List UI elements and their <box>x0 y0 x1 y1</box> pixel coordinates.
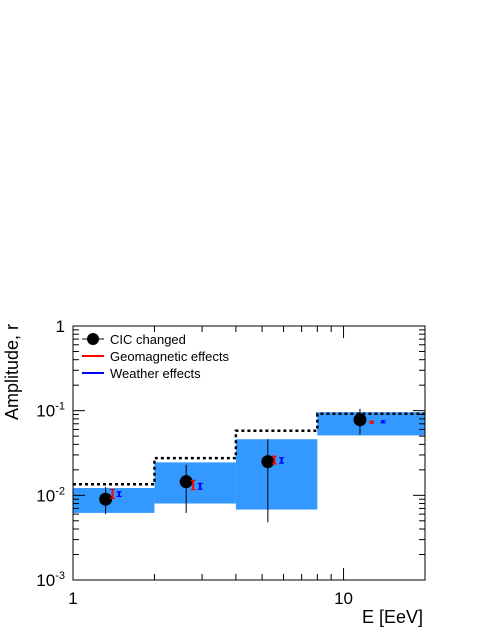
ticks-layer: 1 10 1 10-1 10-2 10-3 <box>36 317 426 608</box>
upper-limit-layer <box>73 412 425 486</box>
x-axis-label: E [EeV] <box>362 607 423 627</box>
legend-label-2: Weather effects <box>110 366 201 381</box>
data-point-s0-p3 <box>353 413 367 427</box>
y-tick-label-1: 10-1 <box>36 401 65 421</box>
y-tick-label-2: 10-2 <box>36 485 65 505</box>
data-point-s0-p0 <box>99 492 113 506</box>
y-axis-label: Amplitude, r <box>2 324 22 420</box>
legend-marker-0 <box>87 333 99 345</box>
plot-frame <box>72 325 426 581</box>
y-tick-label-3: 10-3 <box>36 570 65 590</box>
band-bin-0 <box>73 488 155 513</box>
data-point-s0-p1 <box>179 475 193 489</box>
y-tick-label-0: 1 <box>56 317 65 336</box>
x-tick-label-1: 10 <box>334 589 353 608</box>
upper-limit-line <box>73 412 425 486</box>
series-layer <box>99 408 386 523</box>
data-point-s0-p2 <box>261 455 275 469</box>
x-tick-label-0: 1 <box>68 589 77 608</box>
legend: CIC changed Geomagnetic effects Weather ef… <box>82 332 229 381</box>
band-bin-1 <box>154 462 236 504</box>
plot-frame-rect <box>72 325 426 581</box>
legend-label-1: Geomagnetic effects <box>110 349 229 364</box>
bands-layer <box>73 412 425 513</box>
legend-label-0: CIC changed <box>110 332 186 347</box>
band-bin-2 <box>235 439 318 510</box>
